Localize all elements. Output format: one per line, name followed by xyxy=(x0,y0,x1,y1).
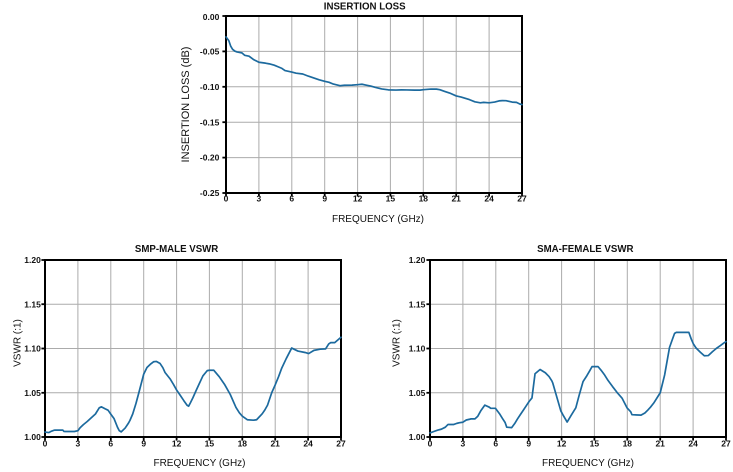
svg-text:-0.10: -0.10 xyxy=(200,82,220,92)
svg-text:3: 3 xyxy=(257,193,262,203)
svg-text:15: 15 xyxy=(205,438,215,448)
svg-text:0.00: 0.00 xyxy=(203,12,220,22)
svg-text:INSERTION LOSS (dB): INSERTION LOSS (dB) xyxy=(180,47,192,163)
svg-text:18: 18 xyxy=(623,438,633,448)
svg-text:-0.25: -0.25 xyxy=(200,188,220,198)
svg-text:1.15: 1.15 xyxy=(409,299,426,309)
svg-text:1.00: 1.00 xyxy=(409,432,426,442)
svg-text:1.00: 1.00 xyxy=(24,432,41,442)
svg-text:1.10: 1.10 xyxy=(24,344,41,354)
svg-text:15: 15 xyxy=(590,438,600,448)
svg-text:27: 27 xyxy=(336,438,346,448)
svg-text:1.20: 1.20 xyxy=(24,255,41,265)
svg-text:3: 3 xyxy=(76,438,81,448)
svg-text:15: 15 xyxy=(386,193,396,203)
svg-text:12: 12 xyxy=(353,193,363,203)
svg-text:1.05: 1.05 xyxy=(24,388,41,398)
svg-text:1.05: 1.05 xyxy=(409,388,426,398)
svg-text:9: 9 xyxy=(526,438,531,448)
svg-text:VSWR (:1): VSWR (:1) xyxy=(13,319,24,367)
svg-text:6: 6 xyxy=(108,438,113,448)
svg-text:6: 6 xyxy=(289,193,294,203)
svg-text:9: 9 xyxy=(322,193,327,203)
svg-text:1.20: 1.20 xyxy=(409,255,426,265)
svg-text:-0.15: -0.15 xyxy=(200,117,220,127)
svg-text:-0.05: -0.05 xyxy=(200,47,220,57)
svg-text:18: 18 xyxy=(419,193,429,203)
svg-text:6: 6 xyxy=(493,438,498,448)
svg-text:FREQUENCY (GHz): FREQUENCY (GHz) xyxy=(542,458,634,469)
svg-text:24: 24 xyxy=(303,438,313,448)
svg-text:SMA-FEMALE VSWR: SMA-FEMALE VSWR xyxy=(537,244,633,255)
svg-text:3: 3 xyxy=(461,438,466,448)
svg-text:1.15: 1.15 xyxy=(24,299,41,309)
svg-text:0: 0 xyxy=(43,438,48,448)
svg-text:21: 21 xyxy=(270,438,280,448)
svg-text:24: 24 xyxy=(688,438,698,448)
svg-text:INSERTION LOSS: INSERTION LOSS xyxy=(324,2,406,13)
svg-text:9: 9 xyxy=(141,438,146,448)
svg-text:FREQUENCY (GHz): FREQUENCY (GHz) xyxy=(332,214,424,225)
svg-text:12: 12 xyxy=(172,438,182,448)
svg-text:12: 12 xyxy=(557,438,567,448)
svg-text:0: 0 xyxy=(224,193,229,203)
svg-text:27: 27 xyxy=(721,438,731,448)
svg-text:21: 21 xyxy=(655,438,665,448)
svg-text:27: 27 xyxy=(517,193,527,203)
svg-text:18: 18 xyxy=(238,438,248,448)
svg-text:VSWR (:1): VSWR (:1) xyxy=(391,319,402,367)
svg-text:-0.20: -0.20 xyxy=(200,153,220,163)
svg-text:24: 24 xyxy=(484,193,494,203)
svg-text:1.10: 1.10 xyxy=(409,344,426,354)
svg-text:SMP-MALE VSWR: SMP-MALE VSWR xyxy=(135,244,218,255)
svg-text:FREQUENCY (GHz): FREQUENCY (GHz) xyxy=(153,458,245,469)
svg-text:0: 0 xyxy=(428,438,433,448)
svg-text:21: 21 xyxy=(451,193,461,203)
